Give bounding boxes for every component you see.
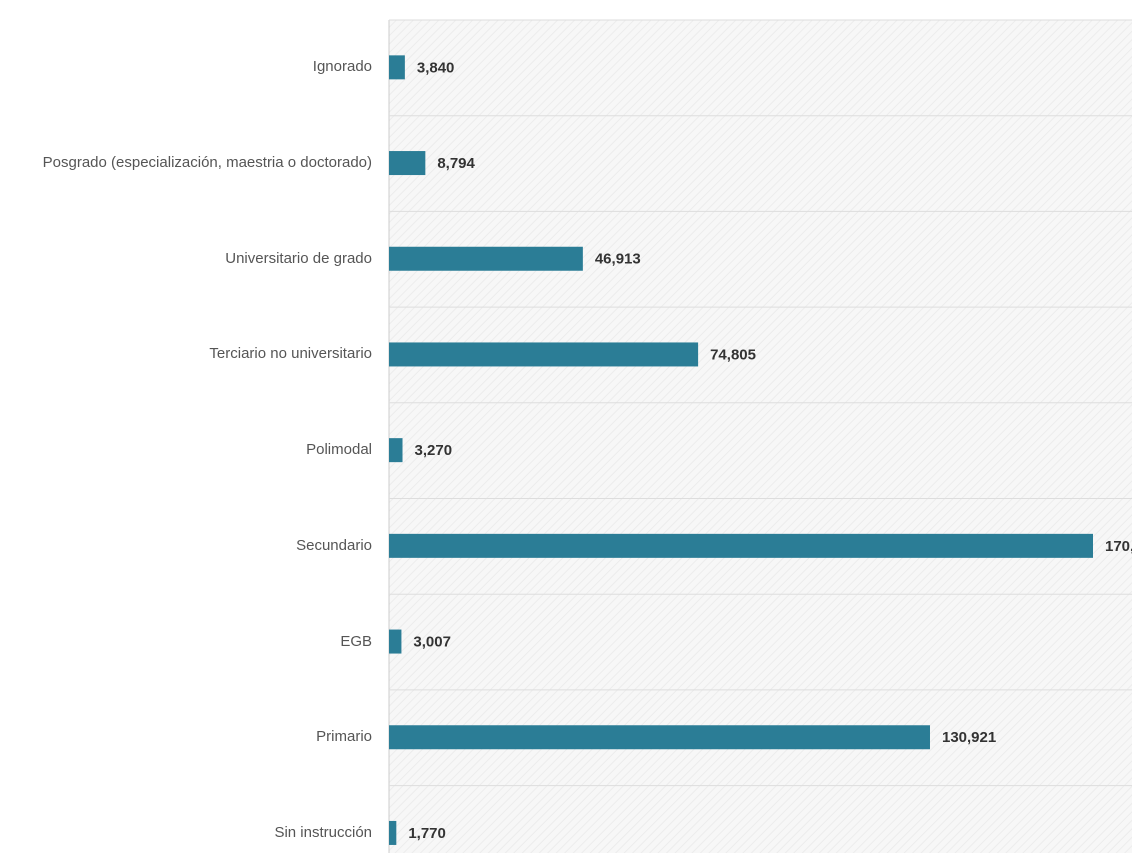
value-label: 74,805 bbox=[710, 346, 756, 363]
category-label-box: Sin instrucción bbox=[0, 803, 372, 853]
category-label: Universitario de grado bbox=[225, 249, 372, 267]
category-label: Primario bbox=[316, 728, 372, 746]
value-label: 1,770 bbox=[408, 825, 446, 842]
bar bbox=[389, 55, 405, 80]
category-label: Sin instrucción bbox=[274, 823, 372, 841]
value-label: 8,794 bbox=[437, 155, 475, 172]
plot-background bbox=[389, 20, 1132, 853]
bar bbox=[389, 629, 402, 654]
value-label: 130,921 bbox=[942, 729, 996, 746]
category-label: Polimodal bbox=[306, 441, 372, 459]
category-label-box: Primario bbox=[0, 707, 372, 767]
bar bbox=[389, 725, 930, 750]
value-label: 3,270 bbox=[415, 442, 453, 459]
bar bbox=[389, 342, 699, 367]
category-label-box: Secundario bbox=[0, 516, 372, 576]
bar bbox=[389, 151, 426, 176]
category-label-box: Ignorado bbox=[0, 37, 372, 97]
category-label: Terciario no universitario bbox=[209, 345, 372, 363]
value-label: 170,370 bbox=[1105, 538, 1132, 555]
value-label: 3,840 bbox=[417, 59, 455, 76]
category-label-box: Posgrado (especialización, maestria o do… bbox=[0, 133, 372, 193]
bar bbox=[389, 820, 397, 845]
category-label-box: Terciario no universitario bbox=[0, 324, 372, 384]
category-label: Secundario bbox=[296, 536, 372, 554]
value-label: 46,913 bbox=[595, 251, 641, 268]
category-label: EGB bbox=[340, 632, 372, 650]
value-label: 3,007 bbox=[413, 634, 451, 651]
category-label-box: EGB bbox=[0, 612, 372, 672]
category-label: Posgrado (especialización, maestria o do… bbox=[42, 154, 372, 172]
category-label: Ignorado bbox=[312, 58, 372, 76]
category-label-box: Universitario de grado bbox=[0, 229, 372, 289]
category-label-box: Polimodal bbox=[0, 420, 372, 480]
bar bbox=[389, 246, 583, 271]
bar bbox=[389, 533, 1093, 558]
bar bbox=[389, 438, 403, 463]
